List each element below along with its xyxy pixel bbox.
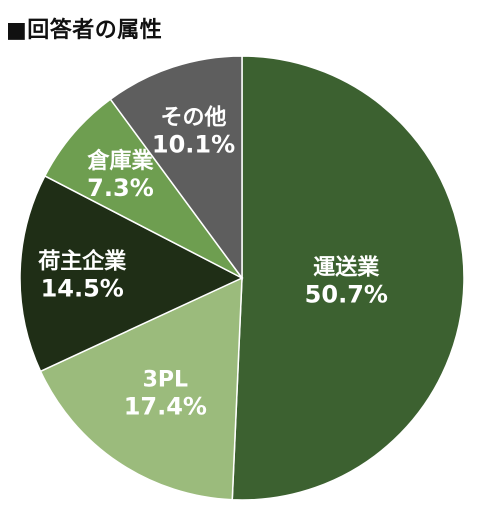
slice-value-sonota: 10.1% — [152, 130, 235, 158]
pie-slice-unsou — [231, 55, 465, 501]
slice-label-sonota: その他 — [161, 105, 227, 130]
slice-value-souko: 7.3% — [87, 174, 154, 202]
pie-slice-souko — [43, 98, 243, 279]
pie-slice-ninushi — [19, 174, 244, 373]
slice-value-ninushi: 14.5% — [41, 274, 124, 302]
slice-value-unsou: 50.7% — [305, 280, 388, 308]
slice-value-3pl: 17.4% — [124, 392, 207, 420]
pie-slice-sonota — [109, 55, 243, 281]
slice-label-ninushi: 荷主企業 — [38, 248, 127, 274]
slice-label-souko: 倉庫業 — [86, 148, 154, 174]
pie-slice-3pl — [39, 276, 243, 501]
slice-label-3pl: 3PL — [143, 367, 188, 392]
slice-label-unsou: 運送業 — [313, 254, 380, 280]
chart-title: ■回答者の属性 — [6, 18, 163, 43]
